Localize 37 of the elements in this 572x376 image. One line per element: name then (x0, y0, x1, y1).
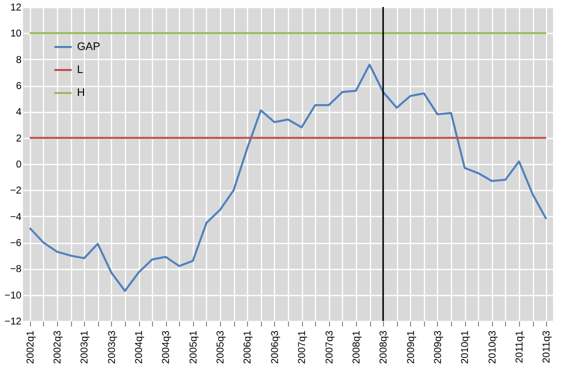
x-tick-label: 2003q3 (106, 330, 118, 364)
y-tick-label: 6 (16, 81, 22, 92)
y-tick-label: 4 (16, 107, 22, 118)
y-tick-label: 12 (10, 2, 22, 14)
x-tick-label: 2008q1 (351, 330, 362, 364)
y-tick-label: 10 (10, 28, 22, 40)
x-tick-label: 2006q3 (270, 330, 281, 364)
x-tick-label: 2011q3 (542, 330, 553, 364)
x-tick-label: 2009q1 (406, 330, 417, 364)
x-tick-label: 2009q3 (432, 330, 444, 364)
y-tick-label: 8 (16, 54, 22, 66)
y-tick-label: −6 (10, 238, 22, 249)
x-tick-label: 2010q3 (487, 330, 498, 364)
x-tick-label: 2004q1 (134, 330, 146, 364)
y-tick-label: −2 (10, 186, 22, 197)
x-tick-label: 2007q1 (297, 330, 308, 364)
legend-label: L (77, 64, 84, 76)
x-tick-label: 2004q3 (161, 330, 172, 364)
x-tick-label: 2005q1 (188, 330, 200, 364)
x-tick-label: 2005q3 (216, 330, 227, 364)
x-tick-label: 2011q1 (514, 330, 526, 364)
x-tick-label: 2003q1 (80, 330, 91, 364)
y-tick-label: 2 (16, 133, 22, 144)
legend-label: GAP (77, 41, 100, 53)
y-tick-label: −4 (10, 212, 22, 223)
legend-label: H (77, 87, 85, 99)
line-series (28, 64, 548, 292)
x-tick-label: 2002q1 (25, 330, 36, 364)
y-tick-label: −10 (4, 290, 22, 302)
y-tick-label: −8 (10, 264, 22, 276)
x-tick-label: 2002q3 (52, 330, 64, 364)
x-tick-label: 2008q3 (378, 330, 390, 364)
y-tick-label: 0 (16, 160, 22, 170)
x-tick-label: 2010q1 (460, 330, 472, 364)
x-tick-label: 2007q3 (324, 330, 336, 364)
x-tick-label: 2006q1 (242, 330, 254, 364)
y-tick-label: −12 (4, 316, 22, 328)
